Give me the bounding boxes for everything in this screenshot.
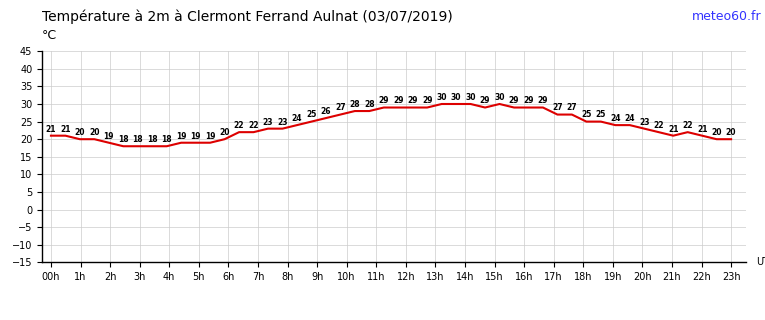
Text: 18: 18 bbox=[132, 135, 143, 144]
Text: 29: 29 bbox=[538, 96, 549, 105]
Text: 29: 29 bbox=[408, 96, 418, 105]
Text: 23: 23 bbox=[262, 117, 273, 126]
Text: 29: 29 bbox=[422, 96, 432, 105]
Text: 20: 20 bbox=[711, 128, 722, 137]
Text: 24: 24 bbox=[291, 114, 302, 123]
Text: 22: 22 bbox=[234, 121, 244, 130]
Text: 21: 21 bbox=[668, 124, 679, 133]
Text: 20: 20 bbox=[75, 128, 85, 137]
Text: 28: 28 bbox=[350, 100, 360, 109]
Text: 30: 30 bbox=[465, 93, 476, 102]
Text: 25: 25 bbox=[581, 110, 591, 119]
Text: 24: 24 bbox=[624, 114, 635, 123]
Text: meteo60.fr: meteo60.fr bbox=[692, 10, 761, 23]
Text: 21: 21 bbox=[46, 124, 56, 133]
Text: 23: 23 bbox=[639, 117, 649, 126]
Text: 29: 29 bbox=[379, 96, 389, 105]
Text: 25: 25 bbox=[306, 110, 317, 119]
Text: 29: 29 bbox=[393, 96, 403, 105]
Text: 19: 19 bbox=[190, 132, 201, 140]
Text: 29: 29 bbox=[480, 96, 490, 105]
Text: 27: 27 bbox=[335, 103, 346, 112]
Text: 20: 20 bbox=[726, 128, 737, 137]
Text: 19: 19 bbox=[103, 132, 114, 140]
Text: 29: 29 bbox=[509, 96, 519, 105]
Text: 27: 27 bbox=[567, 103, 578, 112]
Text: 19: 19 bbox=[205, 132, 216, 140]
Text: 23: 23 bbox=[277, 117, 288, 126]
Text: 25: 25 bbox=[596, 110, 606, 119]
Text: 19: 19 bbox=[176, 132, 187, 140]
Text: 28: 28 bbox=[364, 100, 375, 109]
Text: 22: 22 bbox=[682, 121, 693, 130]
Text: 18: 18 bbox=[118, 135, 129, 144]
Text: Température à 2m à Clermont Ferrand Aulnat (03/07/2019): Température à 2m à Clermont Ferrand Auln… bbox=[42, 10, 453, 24]
Text: 21: 21 bbox=[60, 124, 70, 133]
Text: 20: 20 bbox=[89, 128, 99, 137]
Text: 22: 22 bbox=[653, 121, 664, 130]
Text: 26: 26 bbox=[321, 107, 331, 116]
Text: 18: 18 bbox=[147, 135, 158, 144]
Text: 27: 27 bbox=[552, 103, 563, 112]
Text: 30: 30 bbox=[451, 93, 461, 102]
Text: 29: 29 bbox=[523, 96, 534, 105]
Text: 30: 30 bbox=[494, 93, 505, 102]
Text: UTC: UTC bbox=[757, 257, 765, 268]
Text: 30: 30 bbox=[436, 93, 447, 102]
Text: 18: 18 bbox=[161, 135, 172, 144]
Text: 20: 20 bbox=[220, 128, 230, 137]
Text: 22: 22 bbox=[249, 121, 259, 130]
Text: 24: 24 bbox=[610, 114, 620, 123]
Text: °C: °C bbox=[42, 29, 57, 42]
Text: 21: 21 bbox=[697, 124, 708, 133]
